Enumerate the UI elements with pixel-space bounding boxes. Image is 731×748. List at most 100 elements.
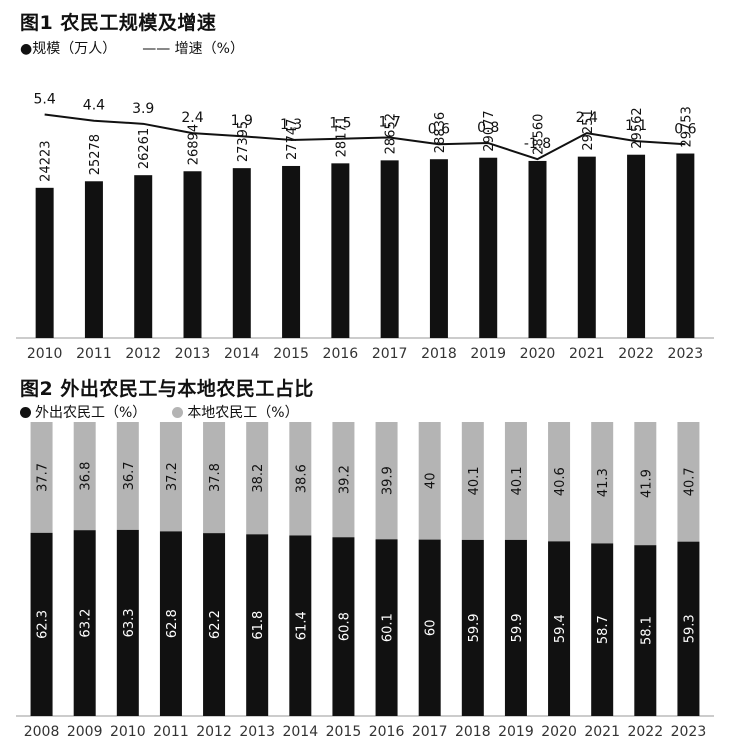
legend-item-local: 本地农民工（%）: [172, 402, 299, 422]
x-tick-label-2012: 2012: [196, 724, 232, 740]
bar-local-2014: [289, 422, 312, 536]
x-tick-label-2014: 2014: [224, 346, 260, 360]
bar-migrant-2008: [30, 532, 53, 716]
bar-migrant-2016: [375, 539, 398, 716]
x-tick-label-2021: 2021: [584, 724, 620, 740]
chart2-legend: 外出农民工（%） 本地农民工（%）: [20, 402, 299, 422]
bar-local-2009: [73, 422, 96, 531]
legend-label-local: 本地农民工（%）: [187, 405, 299, 421]
x-tick-label-2020: 2020: [520, 346, 556, 360]
growth-label-2021: 2.4: [576, 110, 598, 126]
legend-item-scale: ●规模（万人）: [20, 38, 116, 58]
bar-migrant-2022: [634, 545, 657, 716]
migrant-label-2017: 60: [424, 620, 439, 637]
x-tick-label-2019: 2019: [470, 346, 506, 360]
bar-scale-2014: [232, 168, 251, 338]
x-tick-label-2012: 2012: [125, 346, 161, 360]
x-tick-label-2021: 2021: [569, 346, 605, 360]
local-label-2016: 39.9: [381, 466, 396, 495]
local-label-2011: 37.2: [165, 462, 180, 491]
bar-local-2021: [591, 422, 614, 544]
growth-label-2014: 1.9: [231, 113, 253, 129]
legend-item-growth: —— 增速（%）: [142, 38, 244, 58]
growth-label-2018: 0.6: [428, 121, 450, 137]
migrant-label-2018: 59.9: [467, 613, 482, 642]
bar-migrant-2023: [677, 541, 700, 716]
bar-scale-2013: [183, 171, 202, 338]
bar-migrant-2014: [289, 535, 312, 716]
x-tick-label-2022: 2022: [627, 724, 663, 740]
legend-swatch-migrant: [20, 406, 31, 418]
migrant-label-2012: 62.2: [208, 610, 223, 639]
growth-label-2023: 0.6: [674, 121, 696, 137]
local-label-2020: 40.6: [553, 467, 568, 496]
bar-scale-2018: [429, 159, 448, 338]
bar-migrant-2020: [548, 541, 571, 716]
x-tick-label-2017: 2017: [372, 346, 408, 360]
bar-migrant-2019: [504, 539, 527, 716]
bar-local-2008: [30, 422, 53, 533]
local-label-2019: 40.1: [510, 466, 525, 495]
bar-local-2011: [159, 422, 182, 532]
bar-local-2019: [504, 422, 527, 540]
bar-local-2013: [246, 422, 269, 535]
x-tick-label-2023: 2023: [671, 724, 707, 740]
bar-migrant-2018: [461, 539, 484, 716]
bar-scale-2011: [84, 181, 103, 338]
bar-scale-2022: [627, 154, 646, 338]
bar-local-2018: [461, 422, 484, 540]
growth-label-2019: 0.8: [477, 120, 499, 136]
bar-scale-2016: [331, 163, 350, 338]
bar-label-2020: 28560: [532, 114, 547, 155]
legend-label-migrant: 外出农民工（%）: [35, 405, 147, 421]
x-tick-label-2011: 2011: [153, 724, 189, 740]
bar-scale-2010: [35, 187, 54, 338]
local-label-2008: 37.7: [36, 463, 51, 492]
bar-scale-2023: [676, 153, 695, 338]
bar-label-2010: 24223: [39, 140, 54, 181]
bar-local-2016: [375, 422, 398, 540]
x-tick-label-2010: 2010: [27, 346, 63, 360]
bar-migrant-2010: [116, 529, 139, 716]
local-label-2022: 41.9: [639, 469, 654, 498]
bar-migrant-2011: [159, 531, 182, 716]
growth-line: [44, 113, 686, 161]
x-tick-label-2020: 2020: [541, 724, 577, 740]
migrant-label-2011: 62.8: [165, 609, 180, 638]
bar-scale-2019: [479, 157, 498, 338]
bar-label-2022: 29562: [630, 107, 645, 148]
x-tick-label-2013: 2013: [239, 724, 275, 740]
bar-label-2019: 29077: [482, 110, 497, 151]
growth-label-2013: 2.4: [181, 110, 203, 126]
migrant-label-2021: 58.7: [596, 615, 611, 644]
growth-label-2012: 3.9: [132, 101, 154, 117]
x-tick-label-2009: 2009: [67, 724, 103, 740]
bar-migrant-2021: [591, 543, 614, 716]
bar-label-2018: 28836: [433, 112, 448, 153]
migrant-label-2016: 60.1: [381, 613, 396, 642]
migrant-label-2020: 59.4: [553, 614, 568, 643]
legend-item-migrant: 外出农民工（%）: [20, 402, 146, 422]
x-tick-label-2016: 2016: [369, 724, 405, 740]
bar-scale-2021: [577, 156, 596, 338]
migrant-label-2010: 63.3: [122, 608, 137, 637]
bar-label-2017: 28652: [384, 113, 399, 154]
local-label-2021: 41.3: [596, 468, 611, 497]
migrant-label-2008: 62.3: [36, 610, 51, 639]
local-label-2017: 40: [424, 473, 439, 490]
bar-label-2011: 25278: [88, 134, 103, 175]
growth-label-2020: -1.8: [524, 136, 551, 152]
x-tick-label-2017: 2017: [412, 724, 448, 740]
x-tick-label-2018: 2018: [455, 724, 491, 740]
migrant-label-2009: 63.2: [79, 609, 94, 638]
x-tick-label-2023: 2023: [668, 346, 704, 360]
growth-label-2010: 5.4: [34, 92, 56, 108]
bar-scale-2017: [380, 160, 399, 338]
chart2-title: 图2 外出农民工与本地农民工占比: [20, 378, 314, 400]
x-tick-label-2008: 2008: [24, 724, 60, 740]
local-label-2014: 38.6: [294, 464, 309, 493]
chart2-plot: 37.7 62.3 2008 36.8 63.2 2009 36.7 63.3 2010 37.2…: [16, 422, 714, 740]
bar-migrant-2009: [73, 530, 96, 716]
migrant-label-2013: 61.8: [251, 611, 266, 640]
bar-local-2022: [634, 422, 657, 546]
